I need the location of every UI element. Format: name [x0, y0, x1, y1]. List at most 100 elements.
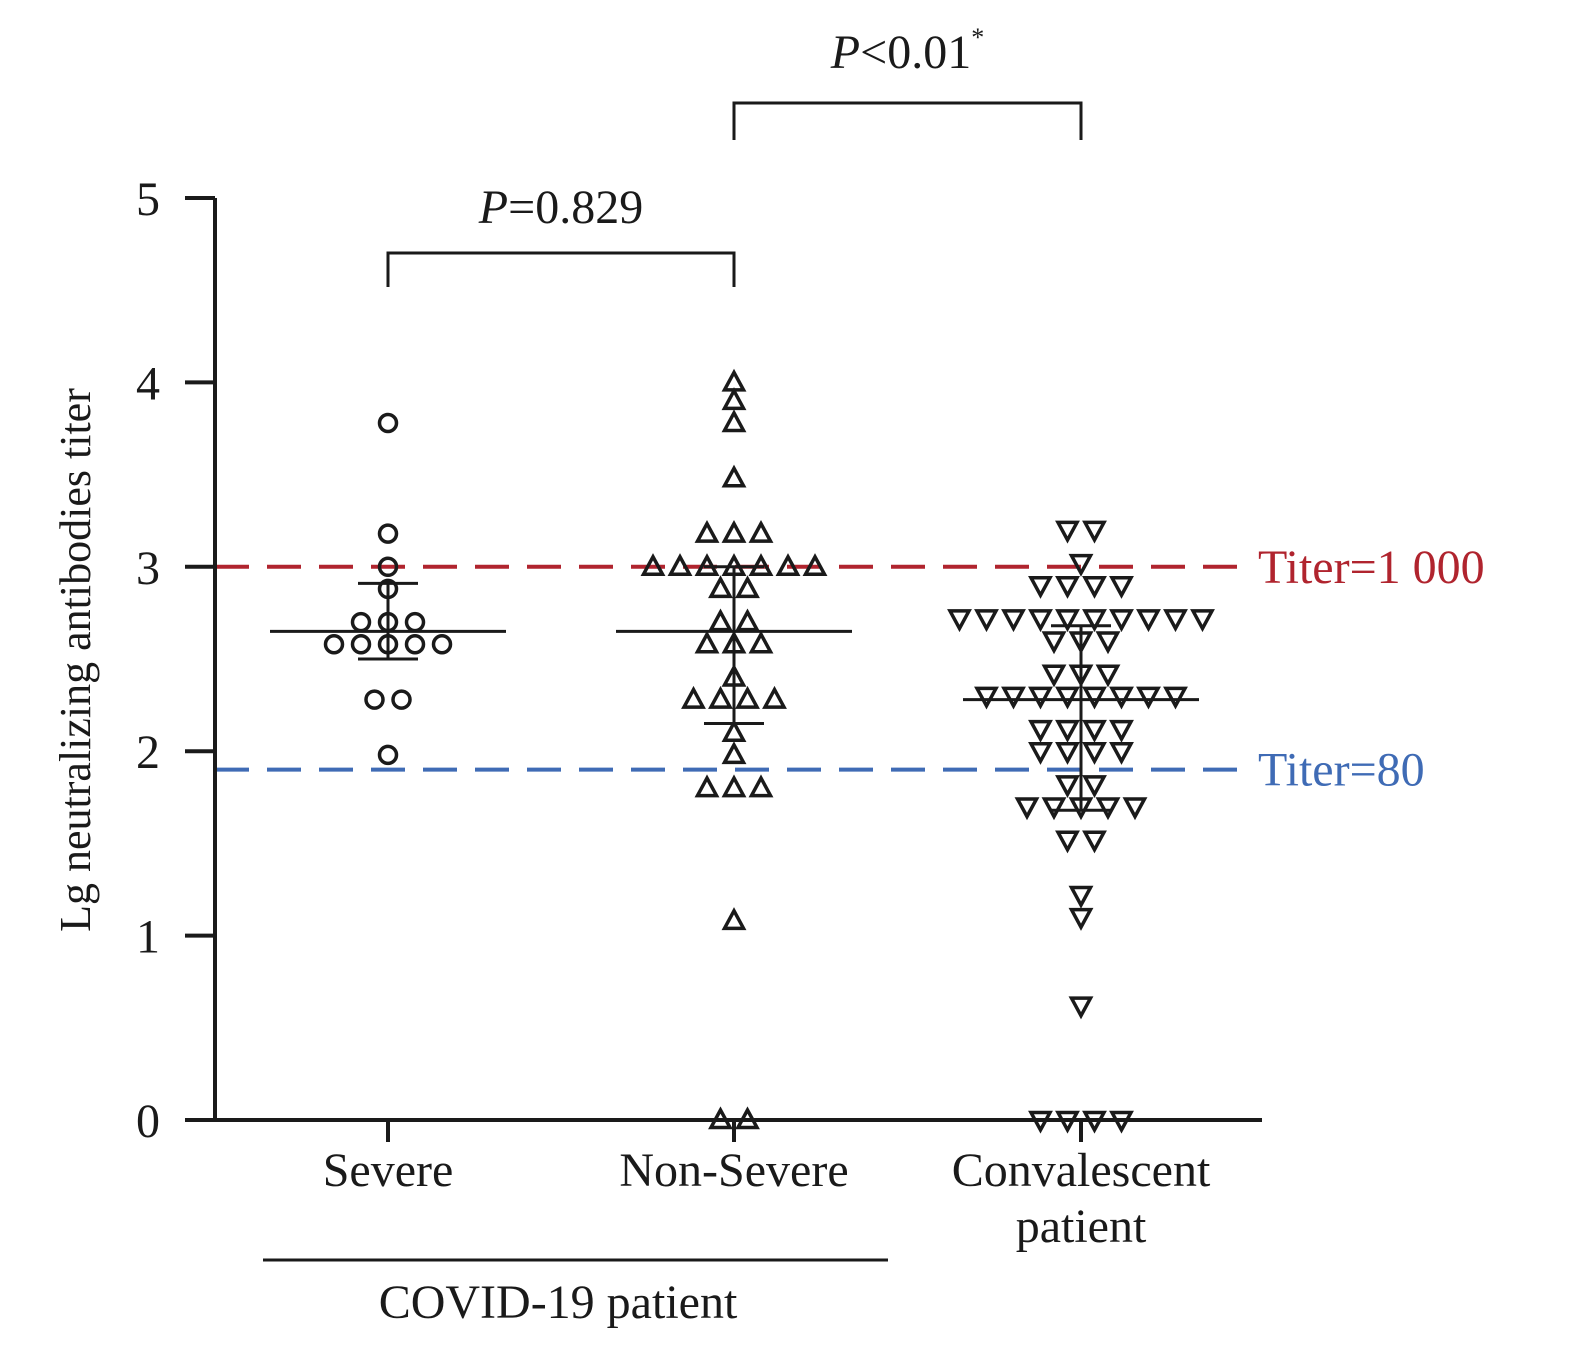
y-tick-label-3: 3 [136, 542, 160, 595]
data-point-2-6 [1109, 575, 1134, 599]
data-point-1-16 [708, 608, 733, 632]
data-point-2-15 [1163, 609, 1188, 633]
data-point-0-9 [377, 633, 399, 655]
data-point-1-24 [735, 685, 760, 709]
data-point-2-51 [1028, 1110, 1053, 1134]
data-point-2-47 [1082, 830, 1107, 854]
data-point-2-21 [1068, 664, 1094, 688]
data-point-0-5 [377, 611, 399, 633]
data-point-1-17 [735, 608, 760, 632]
comparison-brackets-layer: P=0.829 P<0.01* [386, 23, 1083, 287]
data-point-0-4 [350, 611, 372, 633]
data-point-1-27 [721, 741, 747, 765]
data-point-2-8 [974, 609, 999, 633]
data-point-0-0 [377, 412, 399, 434]
reference-line-label-1: Titer=80 [1258, 744, 1425, 797]
y-axis-label: Lg neutralizing antibodies titer [51, 388, 100, 932]
data-point-0-14 [377, 744, 399, 766]
data-point-0-11 [431, 633, 453, 655]
data-point-1-18 [694, 630, 720, 654]
data-point-1-4 [694, 519, 720, 543]
data-point-2-28 [1109, 686, 1134, 710]
comparison-bracket-0 [386, 251, 736, 287]
data-point-2-22 [1095, 664, 1121, 688]
data-point-2-50 [1068, 996, 1094, 1020]
data-point-1-29 [721, 774, 747, 798]
y-tick-label-5: 5 [136, 173, 160, 226]
data-point-1-2 [721, 409, 747, 433]
data-point-1-21 [721, 663, 747, 687]
data-point-1-6 [748, 519, 774, 543]
data-point-2-14 [1136, 609, 1161, 633]
data-point-1-8 [667, 553, 693, 577]
data-point-1-13 [802, 553, 828, 577]
data-point-2-31 [1028, 719, 1053, 743]
comparison-bracket-1 [732, 101, 1083, 140]
data-point-0-7 [323, 633, 345, 655]
data-point-1-30 [748, 774, 774, 798]
data-point-2-53 [1082, 1110, 1107, 1134]
data-point-2-44 [1095, 797, 1121, 821]
data-point-2-49 [1068, 907, 1094, 931]
comparison-label-1: P<0.01* [830, 23, 984, 79]
category-label-2-1: patient [1016, 1200, 1147, 1253]
data-point-2-38 [1109, 741, 1134, 765]
data-point-2-41 [1014, 797, 1040, 821]
data-point-2-17 [1041, 631, 1067, 655]
data-point-1-25 [762, 685, 787, 709]
data-point-2-34 [1109, 719, 1134, 743]
data-point-1-7 [640, 553, 666, 577]
data-point-2-54 [1109, 1110, 1134, 1134]
data-point-2-2 [1068, 553, 1094, 577]
data-point-2-11 [1055, 609, 1080, 633]
data-point-2-52 [1055, 1110, 1080, 1134]
data-point-0-2 [377, 556, 399, 578]
data-point-2-36 [1055, 741, 1080, 765]
data-point-1-32 [708, 1106, 733, 1130]
data-point-0-10 [404, 633, 426, 655]
category-label-1-0: Non-Severe [619, 1144, 848, 1197]
data-point-1-28 [694, 774, 720, 798]
data-point-0-8 [350, 633, 372, 655]
data-point-1-19 [721, 630, 747, 654]
y-ticks-layer: 0 1 2 3 4 5 [136, 173, 215, 1148]
data-point-1-10 [721, 553, 747, 577]
data-point-2-16 [1190, 609, 1215, 633]
data-point-2-25 [1028, 686, 1053, 710]
data-point-2-26 [1055, 686, 1080, 710]
data-point-2-19 [1095, 631, 1121, 655]
comparison-label-0: P=0.829 [478, 181, 643, 234]
reference-lines-layer: Titer=1 000 Titer=80 [215, 541, 1485, 797]
data-point-2-33 [1082, 719, 1107, 743]
data-point-2-3 [1028, 575, 1053, 599]
data-point-1-22 [681, 685, 706, 709]
data-point-1-9 [694, 553, 720, 577]
data-point-1-3 [721, 464, 747, 488]
data-point-0-1 [377, 523, 399, 544]
data-point-2-42 [1041, 797, 1067, 821]
data-point-0-13 [391, 689, 412, 710]
y-tick-label-1: 1 [136, 911, 160, 964]
y-tick-label-2: 2 [136, 726, 160, 779]
data-point-1-26 [721, 719, 747, 743]
data-point-2-13 [1109, 609, 1134, 633]
data-point-2-4 [1055, 575, 1080, 599]
data-point-2-20 [1041, 664, 1067, 688]
data-point-0-6 [404, 611, 426, 633]
data-point-2-45 [1122, 797, 1148, 821]
data-point-1-5 [721, 519, 747, 543]
data-point-2-27 [1082, 686, 1107, 710]
data-points-layer [323, 368, 1215, 1134]
data-point-2-0 [1055, 520, 1080, 544]
data-point-1-20 [748, 630, 774, 654]
data-point-2-32 [1055, 719, 1080, 743]
data-point-2-30 [1163, 686, 1188, 710]
data-point-1-11 [748, 553, 774, 577]
group-label: COVID-19 patient [379, 1276, 738, 1329]
data-point-1-15 [735, 575, 760, 599]
data-point-0-3 [377, 578, 399, 600]
data-point-2-29 [1136, 686, 1161, 710]
data-point-2-35 [1028, 741, 1053, 765]
data-point-1-12 [775, 553, 801, 577]
